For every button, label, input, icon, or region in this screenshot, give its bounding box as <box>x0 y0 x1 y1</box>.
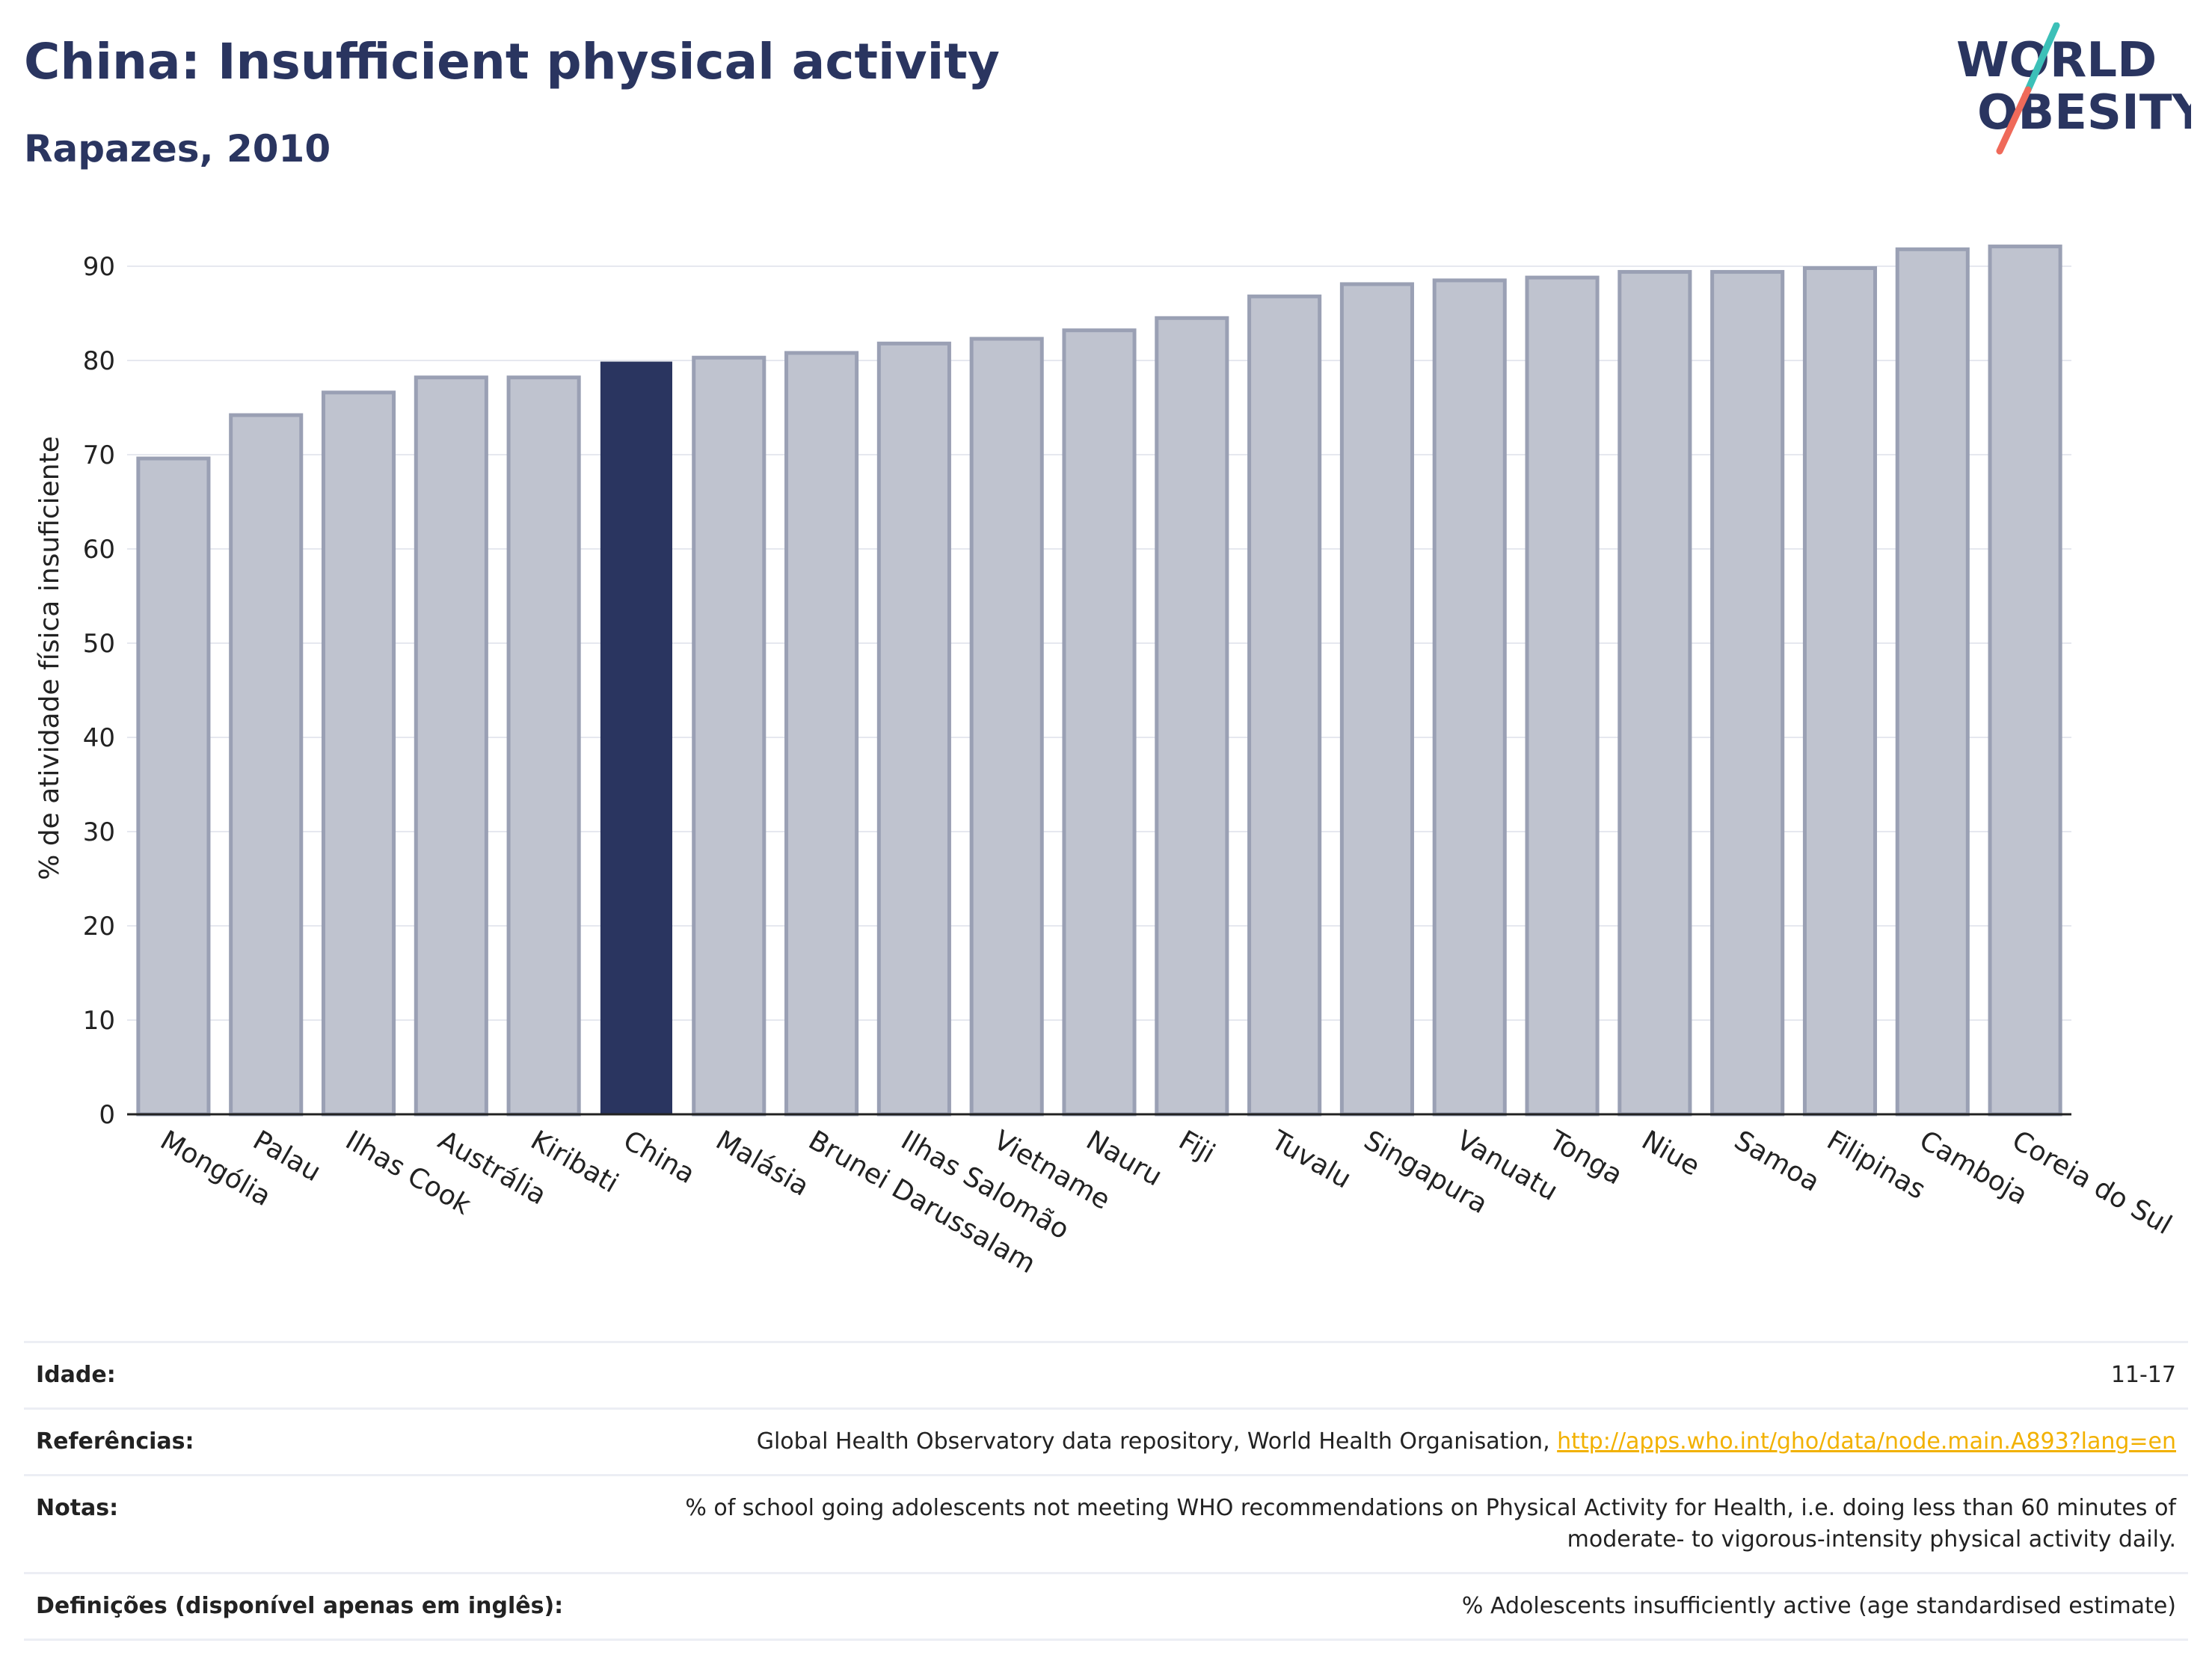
definitions-label: Definições (disponível apenas em inglês)… <box>36 1593 564 1619</box>
y-tick-label: 60 <box>83 535 115 565</box>
y-tick-label: 40 <box>83 723 115 753</box>
logo-line-world: WORLD <box>1956 33 2157 88</box>
page-subtitle: Rapazes, 2010 <box>24 127 331 171</box>
references-label: Referências: <box>36 1428 194 1455</box>
bar-tuvalu <box>1247 294 1322 1117</box>
references-link[interactable]: http://apps.who.int/gho/data/node.main.A… <box>1557 1428 2176 1455</box>
bar-vietname <box>969 337 1044 1117</box>
logo-line-obesity: OBESITY <box>1977 85 2191 141</box>
logo-slash-coral <box>1996 86 2032 155</box>
bar-coreia-do-sul <box>1988 245 2062 1117</box>
bar-kiribati <box>506 375 581 1117</box>
notes-label: Notas: <box>36 1495 119 1521</box>
bar-camboja <box>1895 247 1970 1117</box>
y-tick-label: 10 <box>83 1006 115 1036</box>
x-tick-label: Malásia <box>710 1125 814 1203</box>
info-row-notes: Notas: % of school going adolescents not… <box>24 1475 2188 1573</box>
age-value: 11-17 <box>2110 1362 2176 1388</box>
x-tick-label: Samoa <box>1729 1125 1825 1198</box>
bar-tonga <box>1525 275 1600 1117</box>
bar-palau <box>229 413 304 1117</box>
info-row-references: Referências: Global Health Observatory d… <box>24 1408 2188 1476</box>
bar-nauru <box>1062 328 1137 1117</box>
x-tick-label: China <box>618 1125 700 1190</box>
logo-slash-teal <box>2024 22 2060 93</box>
bar-china <box>600 361 673 1115</box>
info-table: Idade: 11-17 Referências: Global Health … <box>24 1341 2188 1641</box>
y-tick-label: 90 <box>83 252 115 282</box>
age-label: Idade: <box>36 1362 116 1388</box>
bar-filipinas <box>1802 266 1878 1117</box>
references-value: Global Health Observatory data repositor… <box>586 1409 2188 1476</box>
bars <box>136 245 2062 1117</box>
bar-brunei-darussalam <box>784 351 859 1117</box>
y-tick-label: 0 <box>99 1100 115 1130</box>
bar-fiji <box>1155 316 1229 1117</box>
y-tick-label: 30 <box>83 817 115 847</box>
info-row-age: Idade: 11-17 <box>24 1342 2188 1409</box>
references-text: Global Health Observatory data repositor… <box>756 1428 1558 1455</box>
notes-value: % of school going adolescents not meetin… <box>685 1495 2176 1553</box>
y-tick-label: 70 <box>83 440 115 470</box>
bar-malásia <box>692 355 766 1117</box>
info-row-definitions: Definições (disponível apenas em inglês)… <box>24 1573 2188 1640</box>
bar-singapura <box>1339 282 1414 1117</box>
bar-samoa <box>1710 270 1785 1117</box>
x-tick-label: Niue <box>1636 1125 1704 1182</box>
x-tick-label: Coreia do Sul <box>2007 1125 2177 1241</box>
bar-ilhas-cook <box>321 390 396 1117</box>
y-tick-labels: 0 10 20 30 40 50 60 70 80 90 <box>83 252 115 1130</box>
bar-niue <box>1617 270 1692 1117</box>
bar-vanuatu <box>1432 278 1507 1117</box>
y-tick-label: 20 <box>83 912 115 942</box>
y-tick-label: 50 <box>83 629 115 659</box>
x-tick-label: Filipinas <box>1822 1125 1931 1206</box>
bar-ilhas-salomão <box>876 341 951 1117</box>
bar-austrália <box>414 375 488 1117</box>
y-axis-label: % de atividade física insuficiente <box>34 436 65 880</box>
page-title: China: Insufficient physical activity <box>24 33 1000 90</box>
x-tick-label: Tuvalu <box>1265 1125 1356 1195</box>
bar-mongólia <box>136 456 211 1117</box>
definitions-value: % Adolescents insufficiently active (age… <box>1461 1593 2176 1619</box>
world-obesity-logo: WORLD OBESITY <box>1956 22 2191 155</box>
y-tick-label: 80 <box>83 346 115 376</box>
x-tick-label: Fiji <box>1173 1125 1220 1170</box>
